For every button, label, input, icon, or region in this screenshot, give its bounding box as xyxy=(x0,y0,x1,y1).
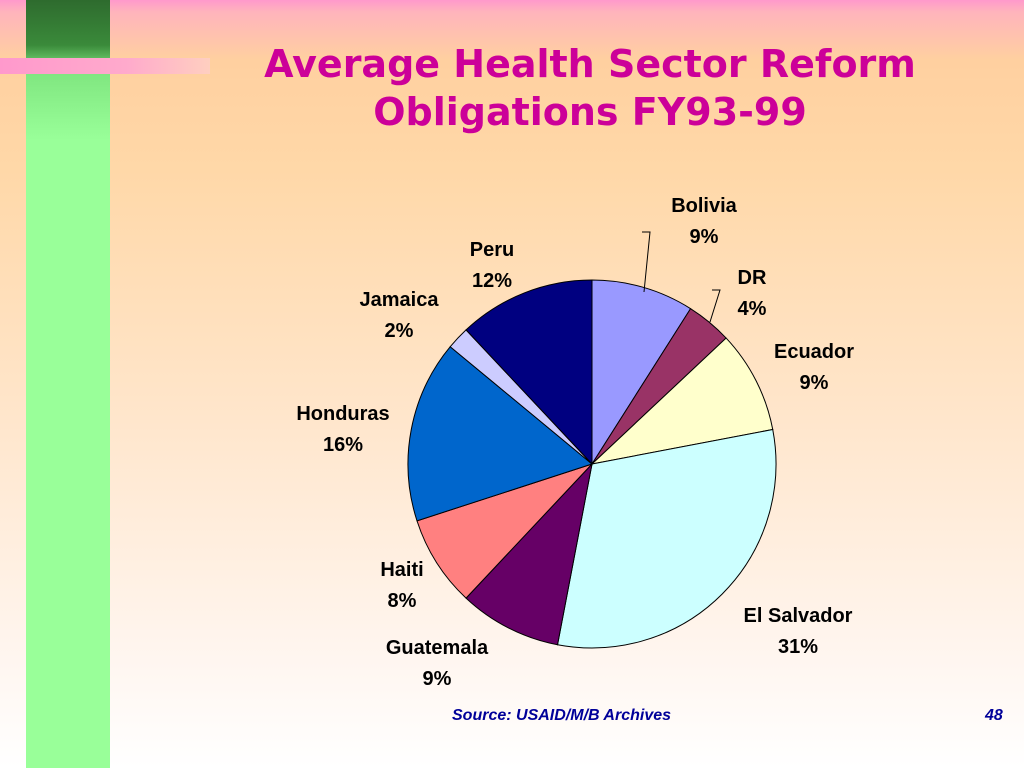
leader-line-dr xyxy=(709,289,721,323)
slice-label-name-dr: DR xyxy=(738,267,767,289)
pie-slice-honduras xyxy=(407,346,594,522)
leader-line-bolivia xyxy=(642,231,651,293)
slice-label-name-jamaica: Jamaica xyxy=(360,289,440,311)
slice-label-percent-guatemala: 9% xyxy=(423,668,452,690)
slice-label-name-ecuador: Ecuador xyxy=(774,341,854,363)
slice-label-name-peru: Peru xyxy=(470,239,514,261)
pie-slice-haiti xyxy=(416,463,593,599)
slice-label-name-guatemala: Guatemala xyxy=(386,637,489,659)
slice-label-percent-honduras: 16% xyxy=(323,434,363,456)
slide-title-line-2: Obligations FY93-99 xyxy=(373,90,807,134)
slice-label-name-honduras: Honduras xyxy=(296,403,389,425)
pie-slice-el-salvador xyxy=(556,428,777,649)
slice-label-percent-dr: 4% xyxy=(738,298,767,320)
decorative-green-bar xyxy=(26,0,110,768)
pie-slice-guatemala xyxy=(465,462,593,646)
slice-label-percent-ecuador: 9% xyxy=(800,372,829,394)
slide-title: Average Health Sector Reform Obligations… xyxy=(160,40,1020,136)
source-footnote: Source: USAID/M/B Archives xyxy=(452,707,672,724)
page-number: 48 xyxy=(985,707,1003,724)
slice-label-name-el-salvador: El Salvador xyxy=(744,605,853,627)
slice-label-percent-bolivia: 9% xyxy=(690,226,719,248)
pie-slice-ecuador xyxy=(590,337,774,465)
pie-slice-bolivia xyxy=(591,279,692,466)
pie-slice-peru xyxy=(465,279,593,466)
slice-label-name-haiti: Haiti xyxy=(380,559,423,581)
slice-label-percent-peru: 12% xyxy=(472,270,512,292)
slice-label-percent-haiti: 8% xyxy=(388,590,417,612)
slice-label-percent-el-salvador: 31% xyxy=(778,636,818,658)
slice-label-percent-jamaica: 2% xyxy=(385,320,414,342)
slice-label-name-bolivia: Bolivia xyxy=(671,195,737,217)
decorative-pink-band xyxy=(0,58,210,74)
slide-title-line-1: Average Health Sector Reform xyxy=(264,42,916,86)
